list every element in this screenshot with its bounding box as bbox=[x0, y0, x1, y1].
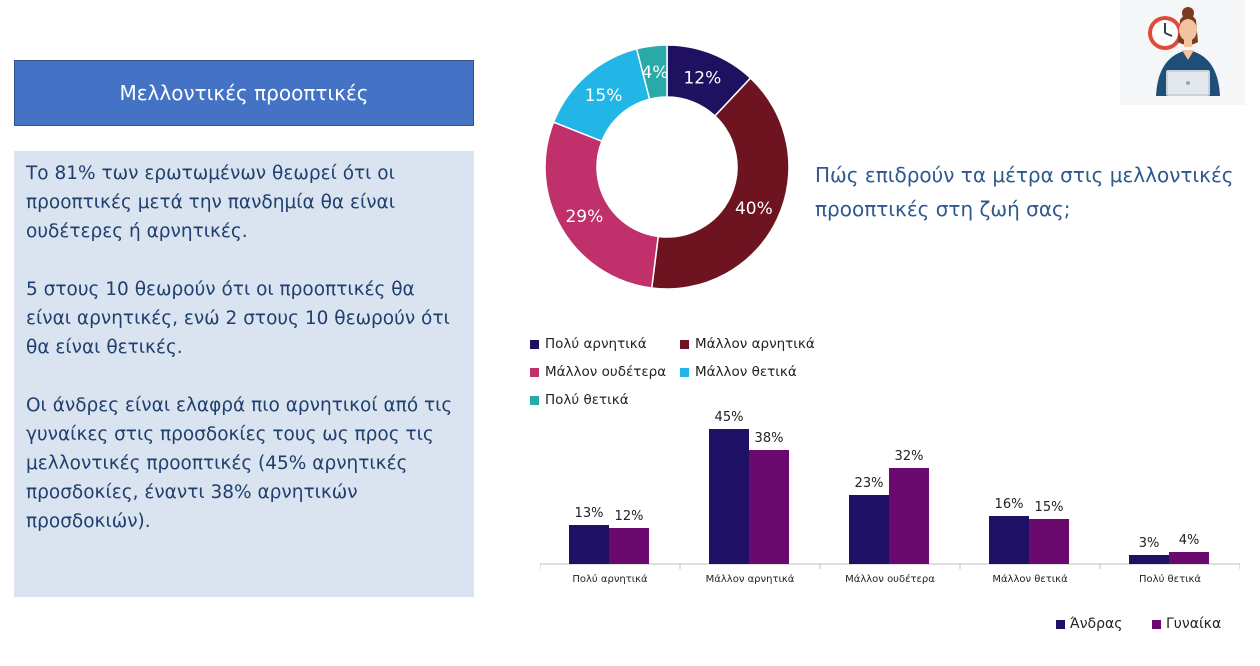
bar-legend-label: Άνδρας bbox=[1070, 616, 1123, 632]
bar-value-label: 16% bbox=[995, 497, 1024, 512]
pie-slice-label: 40% bbox=[735, 199, 773, 219]
section-title: Μελλοντικές προοπτικές bbox=[14, 60, 474, 126]
summary-paragraph: Οι άνδρες είναι ελαφρά πιο αρνητικοί από… bbox=[26, 395, 453, 532]
pie-slice bbox=[650, 77, 790, 290]
bar bbox=[749, 450, 789, 564]
bar-value-label: 38% bbox=[755, 431, 784, 446]
pie-legend-label: Μάλλον ουδέτερα bbox=[545, 364, 667, 380]
bar bbox=[1169, 552, 1209, 564]
pie-slice-label: 12% bbox=[683, 69, 721, 89]
legend-swatch bbox=[680, 339, 689, 349]
pie-slice-label: 4% bbox=[641, 63, 668, 83]
bar-value-label: 13% bbox=[575, 506, 604, 521]
pie-legend-item: Πολύ θετικά bbox=[530, 392, 629, 408]
bar bbox=[609, 528, 649, 564]
bar-legend-label: Γυναίκα bbox=[1166, 616, 1222, 632]
pie-slice bbox=[635, 44, 668, 101]
bar-value-label: 4% bbox=[1179, 533, 1200, 548]
legend-swatch bbox=[1152, 619, 1161, 629]
bar bbox=[889, 468, 929, 564]
x-tick-label: Πολύ αρνητικά bbox=[572, 573, 648, 585]
bar-value-label: 45% bbox=[715, 410, 744, 425]
woman-at-laptop-with-clock-icon bbox=[1120, 0, 1245, 105]
bar-chart: 13% 12% Πολύ αρνητικά 45% 38% Μάλλον αρνητικά… bbox=[540, 410, 1240, 585]
legend-swatch bbox=[1056, 619, 1065, 629]
x-tick-label: Πολύ θετικά bbox=[1139, 573, 1201, 585]
bar-value-label: 32% bbox=[895, 449, 924, 464]
x-tick-label: Μάλλον αρνητικά bbox=[706, 573, 795, 585]
pie-legend-item: Μάλλον αρνητικά bbox=[680, 336, 815, 352]
pie-chart: 12% 40% 29% 15% 4% bbox=[544, 44, 790, 290]
pie-slice-label: 15% bbox=[585, 86, 623, 106]
pie-legend-label: Μάλλον θετικά bbox=[695, 364, 797, 380]
pie-legend-item: Μάλλον ουδέτερα bbox=[530, 364, 666, 380]
bar-value-label: 12% bbox=[615, 509, 644, 524]
summary-panel: Το 81% των ερωτωμένων θεωρεί ότι οι προο… bbox=[14, 151, 474, 597]
pie-legend-item: Πολύ αρνητικά bbox=[530, 336, 647, 352]
pie-legend-label: Μάλλον αρνητικά bbox=[695, 336, 815, 352]
summary-paragraph: Το 81% των ερωτωμένων θεωρεί ότι οι προο… bbox=[26, 163, 396, 242]
pie-slice-label: 29% bbox=[565, 207, 603, 227]
bar bbox=[989, 516, 1029, 564]
legend-swatch bbox=[530, 339, 539, 349]
bar-value-label: 3% bbox=[1139, 536, 1160, 551]
bar bbox=[709, 429, 749, 564]
bar bbox=[569, 525, 609, 564]
summary-paragraph: 5 στους 10 θεωρούν ότι οι προοπτικές θα … bbox=[26, 279, 450, 358]
pie-legend-label: Πολύ θετικά bbox=[545, 392, 629, 408]
legend-swatch bbox=[680, 367, 689, 377]
bar-legend-item: Άνδρας bbox=[1056, 616, 1122, 632]
bar bbox=[849, 495, 889, 564]
x-tick-label: Μάλλον θετικά bbox=[992, 573, 1068, 585]
x-tick-label: Μάλλον ουδέτερα bbox=[845, 573, 935, 585]
bar-legend-item: Γυναίκα bbox=[1152, 616, 1221, 632]
bar bbox=[1029, 519, 1069, 564]
legend-swatch bbox=[530, 367, 539, 377]
bar-value-label: 23% bbox=[855, 476, 884, 491]
survey-question: Πώς επιδρούν τα μέτρα στις μελλοντικές π… bbox=[815, 163, 1234, 221]
pie-legend-label: Πολύ αρνητικά bbox=[545, 336, 647, 352]
pie-legend-item: Μάλλον θετικά bbox=[680, 364, 797, 380]
bar bbox=[1129, 555, 1169, 564]
legend-swatch bbox=[530, 395, 539, 405]
bar-value-label: 15% bbox=[1035, 500, 1064, 515]
pie-slice bbox=[544, 121, 660, 289]
